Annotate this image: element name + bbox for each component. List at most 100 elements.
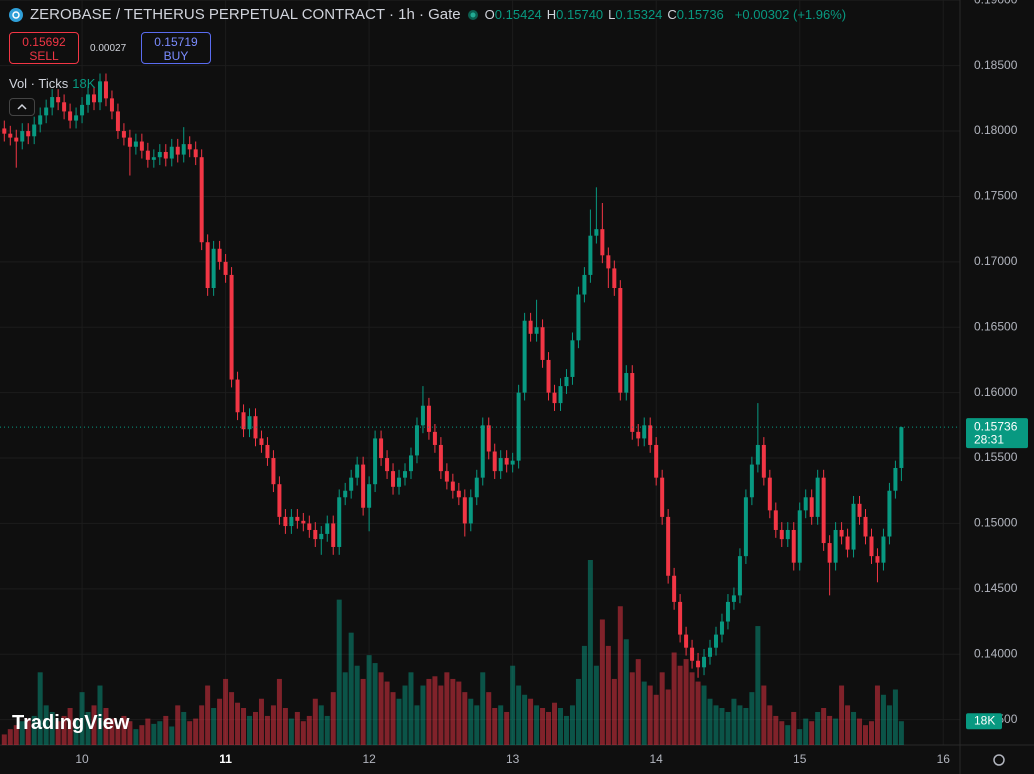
volume-bar xyxy=(647,685,653,745)
volume-bar xyxy=(486,692,492,745)
volume-bar xyxy=(276,678,282,745)
candle-body xyxy=(618,288,623,393)
candle-body xyxy=(44,107,49,116)
sell-button[interactable]: 0.15692 SELL xyxy=(9,32,79,64)
volume-bar xyxy=(426,678,432,745)
candle-body xyxy=(20,131,25,142)
y-tick-label: 0.17000 xyxy=(974,254,1018,268)
volume-bar xyxy=(348,632,354,745)
candle-body xyxy=(175,146,180,155)
candle-body xyxy=(528,320,533,334)
candle-body xyxy=(570,340,575,377)
volume-bar xyxy=(605,645,611,745)
candle-body xyxy=(833,529,838,563)
volume-bar xyxy=(342,672,348,745)
volume-legend: Vol · Ticks 18K xyxy=(9,76,95,91)
volume-bar xyxy=(510,665,516,745)
candle-body xyxy=(761,444,766,478)
candle-body xyxy=(205,242,210,289)
candle-body xyxy=(600,229,605,256)
volume-bar xyxy=(175,705,181,745)
volume-bar xyxy=(528,698,534,745)
volume-bar xyxy=(258,698,264,745)
buy-button[interactable]: 0.15719 BUY xyxy=(141,32,211,64)
volume-bar xyxy=(886,705,892,745)
volume-bar xyxy=(671,652,677,745)
volume-bar xyxy=(294,711,300,745)
volume-bar xyxy=(169,726,175,745)
volume-bar xyxy=(761,685,767,745)
volume-bar xyxy=(557,708,563,745)
candle-body xyxy=(235,379,240,413)
candle-body xyxy=(307,523,312,530)
volume-bar xyxy=(241,708,247,745)
candle-body xyxy=(498,458,503,472)
candle-body xyxy=(797,510,802,563)
volume-bar xyxy=(318,705,324,745)
volume-bar xyxy=(91,705,97,745)
candle-body xyxy=(857,503,862,517)
candle-body xyxy=(875,556,880,563)
volume-bar xyxy=(677,665,683,745)
volume-bar xyxy=(85,711,91,745)
volume-bar xyxy=(366,655,372,745)
candle-body xyxy=(379,438,384,459)
settings-icon[interactable] xyxy=(993,754,1005,766)
candle-body xyxy=(259,438,264,445)
volume-bar xyxy=(898,721,904,745)
candle-body xyxy=(103,81,108,99)
candle-body xyxy=(731,595,736,602)
volume-bar xyxy=(205,685,211,745)
candle-body xyxy=(343,490,348,498)
candle-body xyxy=(50,97,55,108)
collapse-button[interactable] xyxy=(9,98,35,116)
candle-body xyxy=(678,601,683,635)
x-tick-label: 13 xyxy=(506,752,520,766)
volume-bar xyxy=(683,659,689,745)
volume-bar xyxy=(211,708,217,745)
volume-bar xyxy=(19,721,25,745)
candle-body xyxy=(283,516,288,527)
candle-body xyxy=(504,458,509,465)
volume-bar xyxy=(288,718,294,745)
y-tick-label: 0.15500 xyxy=(974,450,1018,464)
volume-bar xyxy=(462,692,468,745)
volume-bar xyxy=(504,711,510,745)
candle-body xyxy=(337,497,342,547)
volume-bar xyxy=(414,705,420,745)
candle-body xyxy=(737,556,742,596)
last-price-box xyxy=(966,418,1028,449)
volume-bar xyxy=(552,702,558,745)
candle-body xyxy=(558,386,563,404)
volume-bar xyxy=(480,672,486,745)
volume-bar xyxy=(659,672,665,745)
volume-bar xyxy=(516,685,522,745)
last-price-label: 0.15736 xyxy=(974,419,1018,433)
candle-body xyxy=(199,157,204,243)
volume-bar xyxy=(103,708,109,745)
buy-price: 0.15719 xyxy=(154,35,198,49)
candle-body xyxy=(767,477,772,511)
candle-body xyxy=(540,327,545,360)
candle-body xyxy=(74,115,79,121)
volume-bar xyxy=(797,729,803,745)
volume-bar xyxy=(396,698,402,745)
title[interactable]: ZEROBASE / TETHERUS PERPETUAL CONTRACT ·… xyxy=(30,6,461,23)
volume-bar xyxy=(611,678,617,745)
volume-label-box xyxy=(966,713,1002,730)
candle-body xyxy=(92,94,97,103)
volume-bar xyxy=(593,665,599,745)
candle-body xyxy=(97,81,102,103)
y-tick-label: 0.18500 xyxy=(974,58,1018,72)
volume-bar xyxy=(408,672,414,745)
volume-bar xyxy=(581,645,587,745)
candle-body xyxy=(271,458,276,485)
volume-bar xyxy=(701,685,707,745)
candle-body xyxy=(325,523,330,534)
x-tick-label: 10 xyxy=(75,752,89,766)
candle-body xyxy=(803,497,808,511)
volume-bar xyxy=(199,705,205,745)
volume-bar xyxy=(300,721,306,745)
candle-body xyxy=(247,416,252,430)
